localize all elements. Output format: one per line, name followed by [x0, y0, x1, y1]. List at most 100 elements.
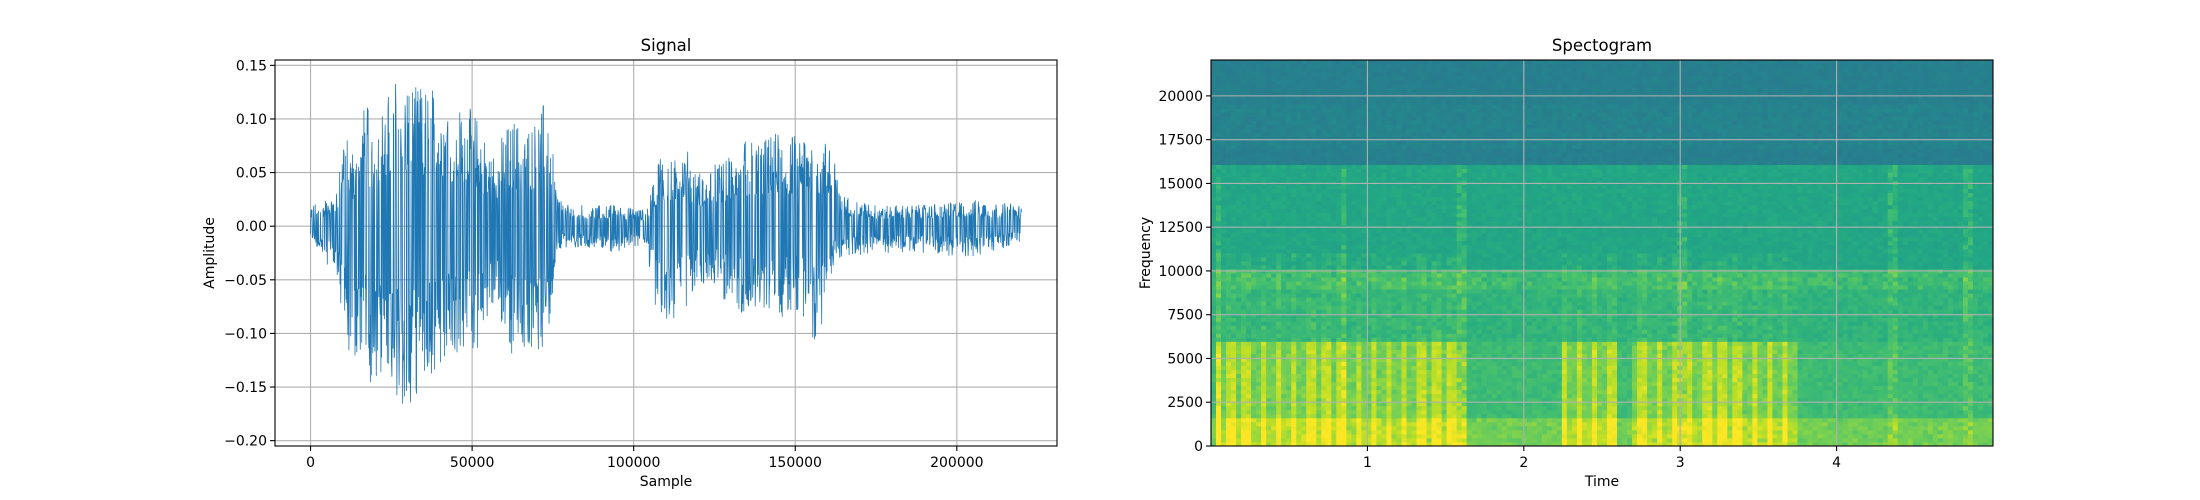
spectrogram-cell	[1427, 165, 1432, 169]
spectrogram-cell	[1457, 317, 1462, 321]
spectrogram-cell	[1407, 337, 1412, 341]
spectrogram-cell	[1351, 341, 1356, 345]
spectrogram-cell	[1301, 237, 1306, 241]
spectrogram-cell	[1236, 217, 1241, 221]
spectrogram-cell	[1306, 253, 1311, 257]
spectrogram-cell	[1401, 345, 1406, 349]
spectrogram-cell	[1386, 378, 1391, 382]
spectrogram-cell	[1306, 157, 1311, 161]
spectrogram-cell	[1452, 132, 1457, 136]
spectrogram-cell	[1271, 237, 1276, 241]
spectrogram-cell	[1346, 414, 1351, 418]
spectrogram-cell	[1437, 193, 1442, 197]
spectrogram-cell	[1467, 422, 1472, 426]
spectrogram-cell	[1462, 157, 1467, 161]
spectrogram-cell	[1236, 76, 1241, 80]
spectrogram-cell	[1271, 434, 1276, 438]
spectrogram-cell	[1442, 386, 1447, 390]
spectrogram-cell	[1251, 350, 1256, 354]
spectrogram-cell	[1266, 293, 1271, 297]
spectrogram-cell	[1447, 100, 1452, 104]
spectrogram-cell	[1296, 96, 1301, 100]
spectrogram-cell	[1216, 116, 1221, 120]
spectrogram-cell	[1386, 285, 1391, 289]
spectrogram-cell	[1422, 362, 1427, 366]
spectrogram-cell	[1341, 233, 1346, 237]
spectrogram-cell	[1361, 350, 1366, 354]
spectrogram-cell	[1226, 185, 1231, 189]
spectrogram-cell	[1226, 237, 1231, 241]
spectrogram-cell	[1271, 201, 1276, 205]
spectrogram-cell	[1216, 390, 1221, 394]
spectrogram-cell	[1246, 157, 1251, 161]
spectrogram-cell	[1467, 366, 1472, 370]
spectrogram-cell	[1236, 345, 1241, 349]
spectrogram-cell	[1216, 305, 1221, 309]
spectrogram-cell	[1221, 313, 1226, 317]
spectrogram-cell	[1447, 241, 1452, 245]
spectrogram-cell	[1386, 394, 1391, 398]
spectrogram-cell	[1346, 64, 1351, 68]
spectrogram-cell	[1331, 197, 1336, 201]
spectrogram-cell	[1266, 60, 1271, 64]
spectrogram-cell	[1407, 305, 1412, 309]
spectrogram-cell	[1251, 193, 1256, 197]
spectrogram-cell	[1462, 84, 1467, 88]
spectrogram-cell	[1321, 390, 1326, 394]
spectrogram-cell	[1316, 209, 1321, 213]
spectrogram-cell	[1361, 165, 1366, 169]
spectrogram-cell	[1226, 390, 1231, 394]
spectrogram-cell	[1331, 237, 1336, 241]
spectrogram-cell	[1221, 378, 1226, 382]
spectrogram-cell	[1216, 341, 1221, 345]
spectrogram-cell	[1417, 329, 1422, 333]
spectrogram-cell	[1341, 261, 1346, 265]
spectrogram-cell	[1407, 398, 1412, 402]
spectrogram-cell	[1221, 209, 1226, 213]
spectrogram-cell	[1231, 325, 1236, 329]
spectrogram-cell	[1427, 293, 1432, 297]
spectrogram-cell	[1256, 241, 1261, 245]
spectrogram-cell	[1452, 253, 1457, 257]
spectrogram-cell	[1256, 321, 1261, 325]
spectrogram-cell	[1331, 289, 1336, 293]
spectrogram-cell	[1331, 144, 1336, 148]
spectrogram-cell	[1321, 152, 1326, 156]
spectrogram-cell	[1452, 84, 1457, 88]
spectrogram-cell	[1331, 60, 1336, 64]
spectrogram-cell	[1422, 157, 1427, 161]
spectrogram-cell	[1256, 289, 1261, 293]
spectrogram-cell	[1221, 394, 1226, 398]
spectrogram-cell	[1286, 197, 1291, 201]
spectrogram-cell	[1386, 249, 1391, 253]
spectrogram-cell	[1341, 386, 1346, 390]
spectrogram-cell	[1396, 84, 1401, 88]
spectrogram-cell	[1432, 410, 1437, 414]
spectrogram-cell	[1256, 285, 1261, 289]
spectrogram-cell	[1306, 181, 1311, 185]
spectrogram-cell	[1417, 116, 1422, 120]
spectrogram-cell	[1211, 398, 1216, 402]
spectrogram-cell	[1241, 301, 1246, 305]
spectrogram-cell	[1356, 169, 1361, 173]
spectrogram-cell	[1296, 301, 1301, 305]
spectrogram-cell	[1211, 273, 1216, 277]
spectrogram-cell	[1326, 410, 1331, 414]
spectrogram-cell	[1281, 120, 1286, 124]
spectrogram-cell	[1266, 229, 1271, 233]
spectrogram-cell	[1211, 245, 1216, 249]
spectrogram-cell	[1256, 265, 1261, 269]
spectrogram-cell	[1231, 152, 1236, 156]
spectrogram-cell	[1261, 241, 1266, 245]
spectrogram-cell	[1231, 189, 1236, 193]
spectrogram-cell	[1256, 88, 1261, 92]
spectrogram-cell	[1281, 378, 1286, 382]
spectrogram-cell	[1321, 209, 1326, 213]
spectrogram-cell	[1256, 169, 1261, 173]
spectrogram-cell	[1321, 426, 1326, 430]
spectrogram-cell	[1216, 309, 1221, 313]
spectrogram-cell	[1371, 229, 1376, 233]
spectrogram-cell	[1381, 161, 1386, 165]
spectrogram-cell	[1221, 410, 1226, 414]
spectrogram-cell	[1221, 173, 1226, 177]
